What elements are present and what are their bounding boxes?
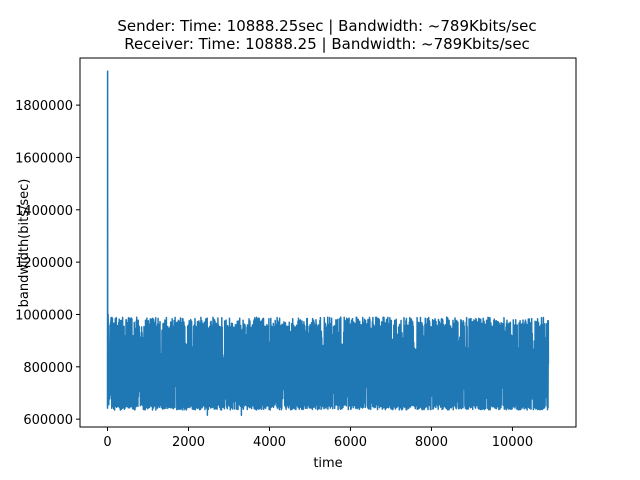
x-axis-label: time	[313, 456, 342, 471]
y-axis-label: bandwidth(bits/sec)	[17, 179, 32, 308]
x-tick-label: 10000	[492, 435, 533, 450]
x-tick-label: 0	[103, 435, 111, 450]
y-tick-label: 1000000	[15, 308, 73, 323]
x-tick-label: 6000	[334, 435, 367, 450]
plot-area	[79, 57, 577, 428]
chart-title-line-2: Receiver: Time: 10888.25 | Bandwidth: ~7…	[124, 35, 530, 53]
x-tick-label: 4000	[253, 435, 286, 450]
series-line	[106, 70, 550, 416]
y-tick-label: 1200000	[15, 256, 73, 271]
y-axis: 600000 800000 1000000 1200000 1400000 1600000…	[15, 99, 80, 428]
x-tick-label: 8000	[415, 435, 448, 450]
x-axis: 0 2000 4000 6000 8000 10000	[103, 427, 533, 450]
y-tick-label: 1600000	[15, 151, 73, 166]
y-tick-label: 800000	[23, 361, 73, 376]
y-tick-label: 1400000	[15, 204, 73, 219]
chart-title-line-1: Sender: Time: 10888.25sec | Bandwidth: ~…	[117, 17, 536, 35]
y-tick-label: 600000	[23, 413, 73, 428]
x-tick-label: 2000	[172, 435, 205, 450]
series-layer	[106, 70, 550, 416]
y-tick-label: 1800000	[15, 99, 73, 114]
plot-frame	[79, 57, 577, 428]
